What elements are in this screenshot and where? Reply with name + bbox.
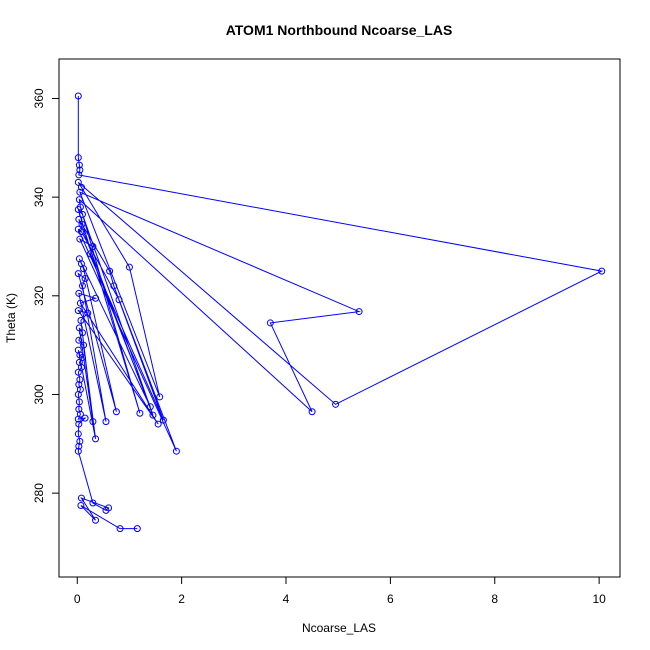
data-point-33 bbox=[146, 403, 154, 411]
y-tick-label-1: 300 bbox=[32, 384, 46, 404]
data-point-30 bbox=[76, 235, 84, 243]
y-tick-label-2: 320 bbox=[32, 285, 46, 305]
data-point-8 bbox=[77, 183, 85, 191]
y-axis-label: Theta (K) bbox=[4, 293, 18, 343]
x-axis-label: Ncoarse_LAS bbox=[302, 621, 376, 635]
data-point-27 bbox=[77, 228, 85, 236]
data-point-78 bbox=[77, 494, 85, 502]
data-point-44 bbox=[76, 299, 84, 307]
chart-title: ATOM1 Northbound Ncoarse_LAS bbox=[226, 22, 453, 38]
data-point-70 bbox=[75, 420, 83, 428]
data-point-77 bbox=[105, 504, 113, 512]
data-point-11 bbox=[76, 188, 84, 196]
data-point-40 bbox=[78, 282, 86, 290]
series-line-0 bbox=[77, 96, 604, 530]
data-point-3 bbox=[76, 166, 84, 174]
data-point-18 bbox=[74, 205, 82, 213]
data-point-41 bbox=[102, 418, 110, 426]
data-point-72 bbox=[76, 437, 84, 445]
data-point-59 bbox=[77, 363, 85, 371]
data-point-75 bbox=[89, 499, 97, 507]
data-point-49 bbox=[89, 418, 97, 426]
data-point-50 bbox=[75, 324, 83, 332]
data-point-45 bbox=[154, 420, 162, 428]
y-tick-label-4: 360 bbox=[32, 88, 46, 108]
y-tick-label-0: 280 bbox=[32, 483, 46, 503]
data-point-36 bbox=[80, 265, 88, 273]
data-point-60 bbox=[74, 368, 82, 376]
data-point-51 bbox=[78, 329, 86, 337]
data-point-0 bbox=[74, 92, 82, 100]
data-point-54 bbox=[92, 435, 100, 443]
data-point-62 bbox=[75, 381, 83, 389]
data-point-48 bbox=[77, 316, 85, 324]
data-point-32 bbox=[86, 250, 94, 258]
data-point-2 bbox=[75, 161, 83, 169]
data-point-61 bbox=[76, 376, 84, 384]
data-point-81 bbox=[116, 525, 124, 533]
data-point-13 bbox=[266, 319, 274, 327]
data-point-52 bbox=[75, 336, 83, 344]
data-point-82 bbox=[133, 525, 141, 533]
data-point-57 bbox=[78, 353, 86, 361]
data-point-74 bbox=[74, 447, 82, 455]
data-point-5 bbox=[598, 267, 606, 275]
data-point-25 bbox=[159, 416, 167, 424]
x-tick-label-0: 0 bbox=[74, 592, 81, 606]
data-point-53 bbox=[80, 341, 88, 349]
data-point-4 bbox=[75, 171, 83, 179]
x-tick-label-4: 8 bbox=[491, 592, 498, 606]
x-tick-label-2: 4 bbox=[283, 592, 290, 606]
data-point-42 bbox=[75, 289, 83, 297]
data-point-47 bbox=[84, 309, 92, 317]
data-point-46 bbox=[74, 307, 82, 315]
series-layer bbox=[74, 92, 606, 533]
data-point-43 bbox=[92, 294, 100, 302]
data-point-12 bbox=[355, 308, 363, 316]
y-axis: 280 300 320 340 360 bbox=[32, 88, 60, 503]
data-point-24 bbox=[110, 282, 118, 290]
data-point-66 bbox=[75, 405, 83, 413]
x-tick-label-5: 10 bbox=[592, 592, 606, 606]
data-point-21 bbox=[75, 215, 83, 223]
x-axis: 0 2 4 6 8 10 bbox=[74, 576, 606, 606]
data-point-73 bbox=[75, 442, 83, 450]
data-point-22 bbox=[78, 220, 86, 228]
data-point-20 bbox=[149, 411, 157, 419]
data-point-14 bbox=[308, 408, 316, 416]
data-point-71 bbox=[74, 430, 82, 438]
data-point-69 bbox=[81, 414, 89, 422]
data-point-9 bbox=[125, 263, 133, 271]
data-point-6 bbox=[332, 400, 340, 408]
data-point-38 bbox=[74, 270, 82, 278]
data-point-1 bbox=[74, 154, 82, 162]
data-point-31 bbox=[89, 242, 97, 250]
data-point-10 bbox=[156, 393, 164, 401]
data-point-37 bbox=[112, 408, 120, 416]
data-point-7 bbox=[74, 178, 82, 186]
data-point-28 bbox=[115, 296, 123, 304]
y-tick-label-3: 340 bbox=[32, 187, 46, 207]
data-point-17 bbox=[136, 409, 144, 417]
data-point-68 bbox=[74, 415, 82, 423]
data-point-39 bbox=[81, 275, 89, 283]
data-point-79 bbox=[92, 516, 100, 524]
x-tick-label-3: 6 bbox=[387, 592, 394, 606]
data-point-15 bbox=[75, 196, 83, 204]
data-point-29 bbox=[172, 447, 180, 455]
data-point-65 bbox=[75, 398, 83, 406]
data-point-55 bbox=[74, 346, 82, 354]
data-point-64 bbox=[74, 390, 82, 398]
data-point-80 bbox=[77, 501, 85, 509]
data-point-23 bbox=[106, 267, 114, 275]
x-tick-label-1: 2 bbox=[178, 592, 185, 606]
data-point-19 bbox=[78, 210, 86, 218]
